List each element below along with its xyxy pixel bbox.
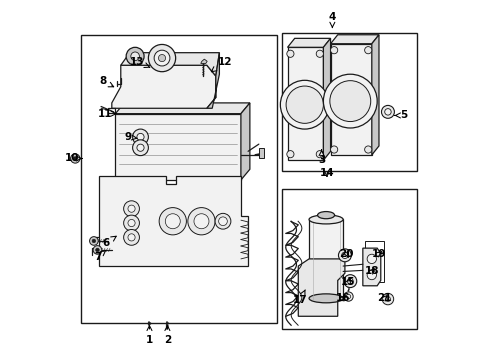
- Circle shape: [338, 249, 351, 262]
- Circle shape: [158, 54, 165, 62]
- Circle shape: [364, 46, 371, 54]
- Text: 1: 1: [145, 325, 153, 345]
- Circle shape: [128, 220, 135, 226]
- Bar: [282, 189, 416, 329]
- Polygon shape: [115, 103, 249, 114]
- Circle shape: [73, 157, 77, 160]
- Text: 13: 13: [129, 57, 149, 67]
- Circle shape: [346, 294, 350, 299]
- Circle shape: [93, 246, 102, 254]
- Circle shape: [286, 50, 293, 57]
- Circle shape: [70, 154, 80, 163]
- Circle shape: [323, 74, 376, 128]
- Circle shape: [194, 214, 208, 229]
- Ellipse shape: [308, 294, 343, 303]
- Circle shape: [215, 213, 230, 229]
- Circle shape: [137, 144, 144, 151]
- Circle shape: [131, 52, 139, 60]
- Circle shape: [165, 214, 180, 229]
- Polygon shape: [371, 35, 378, 155]
- Circle shape: [123, 215, 139, 231]
- Text: 18: 18: [364, 266, 378, 276]
- Text: 20: 20: [339, 248, 353, 258]
- Circle shape: [316, 150, 323, 158]
- Circle shape: [343, 292, 352, 301]
- Circle shape: [126, 47, 144, 65]
- Polygon shape: [115, 114, 241, 180]
- Polygon shape: [258, 148, 264, 158]
- Circle shape: [366, 254, 376, 264]
- Text: 17: 17: [292, 290, 307, 305]
- Polygon shape: [206, 53, 219, 108]
- Bar: [364, 241, 384, 282]
- Polygon shape: [323, 39, 330, 160]
- Circle shape: [89, 237, 98, 245]
- Text: 21: 21: [376, 293, 391, 303]
- Circle shape: [123, 201, 139, 217]
- Polygon shape: [121, 53, 219, 76]
- Text: 2: 2: [163, 325, 171, 345]
- Ellipse shape: [317, 212, 334, 219]
- Polygon shape: [298, 259, 344, 316]
- Polygon shape: [362, 248, 380, 286]
- Text: 9: 9: [124, 132, 137, 142]
- Circle shape: [187, 208, 215, 235]
- Circle shape: [385, 297, 389, 302]
- Circle shape: [137, 134, 144, 140]
- Text: 5: 5: [394, 111, 407, 121]
- Text: 15: 15: [341, 277, 355, 287]
- Circle shape: [92, 239, 96, 243]
- Circle shape: [280, 80, 328, 129]
- Circle shape: [154, 50, 169, 66]
- Circle shape: [123, 229, 139, 245]
- Text: 7: 7: [94, 250, 106, 262]
- Polygon shape: [330, 35, 378, 44]
- Text: 19: 19: [371, 248, 386, 258]
- Circle shape: [96, 248, 99, 252]
- Circle shape: [341, 252, 347, 258]
- Circle shape: [316, 50, 323, 57]
- Polygon shape: [241, 103, 249, 180]
- Circle shape: [330, 46, 337, 54]
- Text: 16: 16: [335, 293, 349, 303]
- Circle shape: [128, 205, 135, 212]
- Text: 4: 4: [328, 12, 335, 28]
- Polygon shape: [330, 44, 371, 155]
- Polygon shape: [287, 47, 323, 160]
- Circle shape: [329, 81, 370, 122]
- Circle shape: [330, 146, 337, 153]
- Text: 10: 10: [65, 153, 82, 163]
- Text: 11: 11: [97, 109, 116, 119]
- Text: 3: 3: [317, 150, 325, 165]
- Circle shape: [343, 275, 356, 288]
- Polygon shape: [112, 65, 215, 108]
- Text: 12: 12: [211, 57, 231, 72]
- Circle shape: [366, 270, 376, 280]
- Circle shape: [132, 129, 148, 145]
- Circle shape: [364, 146, 371, 153]
- Circle shape: [159, 208, 186, 235]
- Polygon shape: [201, 59, 207, 63]
- Text: 14: 14: [319, 168, 334, 178]
- Circle shape: [381, 105, 394, 118]
- Circle shape: [285, 86, 323, 123]
- Text: 8: 8: [99, 76, 113, 87]
- Circle shape: [148, 44, 175, 72]
- Circle shape: [218, 217, 227, 226]
- Bar: [282, 33, 416, 171]
- Polygon shape: [99, 176, 247, 266]
- Bar: [81, 35, 276, 323]
- Circle shape: [382, 293, 393, 305]
- Circle shape: [346, 278, 352, 284]
- Circle shape: [384, 109, 390, 115]
- Ellipse shape: [308, 215, 343, 224]
- Bar: [308, 220, 343, 300]
- Circle shape: [132, 140, 148, 156]
- Circle shape: [286, 150, 293, 158]
- Circle shape: [128, 234, 135, 241]
- Polygon shape: [287, 39, 330, 47]
- Text: 6: 6: [102, 236, 116, 248]
